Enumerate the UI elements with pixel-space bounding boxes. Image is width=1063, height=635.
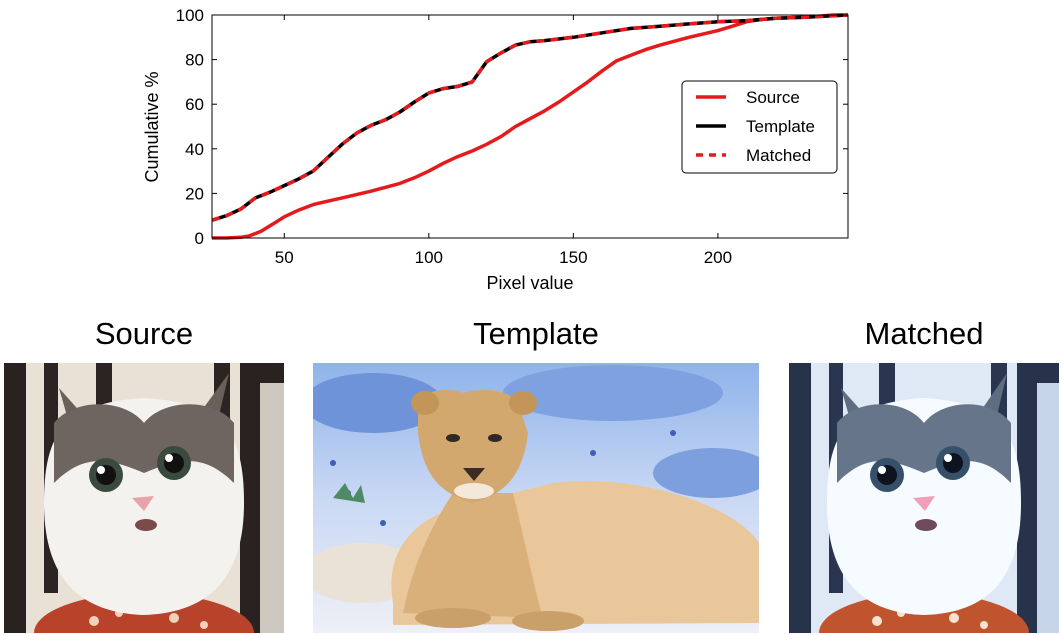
x-tick-label: 100: [415, 248, 443, 267]
matched-image: [789, 363, 1059, 633]
matched-image-title: Matched: [789, 316, 1059, 352]
source-image: [4, 363, 284, 633]
cdf-chart: 50 100 150 200 0 20 40 60 80 100 Pixel value Cumu…: [0, 0, 1063, 300]
source-image-title: Source: [4, 316, 284, 352]
template-image-title: Template: [313, 316, 759, 352]
template-image: [313, 363, 759, 633]
legend: Source Template Matched: [682, 81, 837, 173]
x-axis-label: Pixel value: [486, 273, 573, 293]
y-axis-label: Cumulative %: [142, 71, 162, 182]
y-tick-label: 60: [185, 95, 204, 114]
y-tick-label: 100: [176, 6, 204, 25]
legend-label-template: Template: [746, 117, 815, 136]
y-tick-label: 0: [195, 229, 204, 248]
x-tick-label: 50: [275, 248, 294, 267]
x-tick-label: 150: [559, 248, 587, 267]
x-tick-label: 200: [704, 248, 732, 267]
legend-label-source: Source: [746, 88, 800, 107]
y-tick-label: 40: [185, 140, 204, 159]
y-tick-label: 80: [185, 51, 204, 70]
y-tick-label: 20: [185, 184, 204, 203]
legend-label-matched: Matched: [746, 146, 811, 165]
